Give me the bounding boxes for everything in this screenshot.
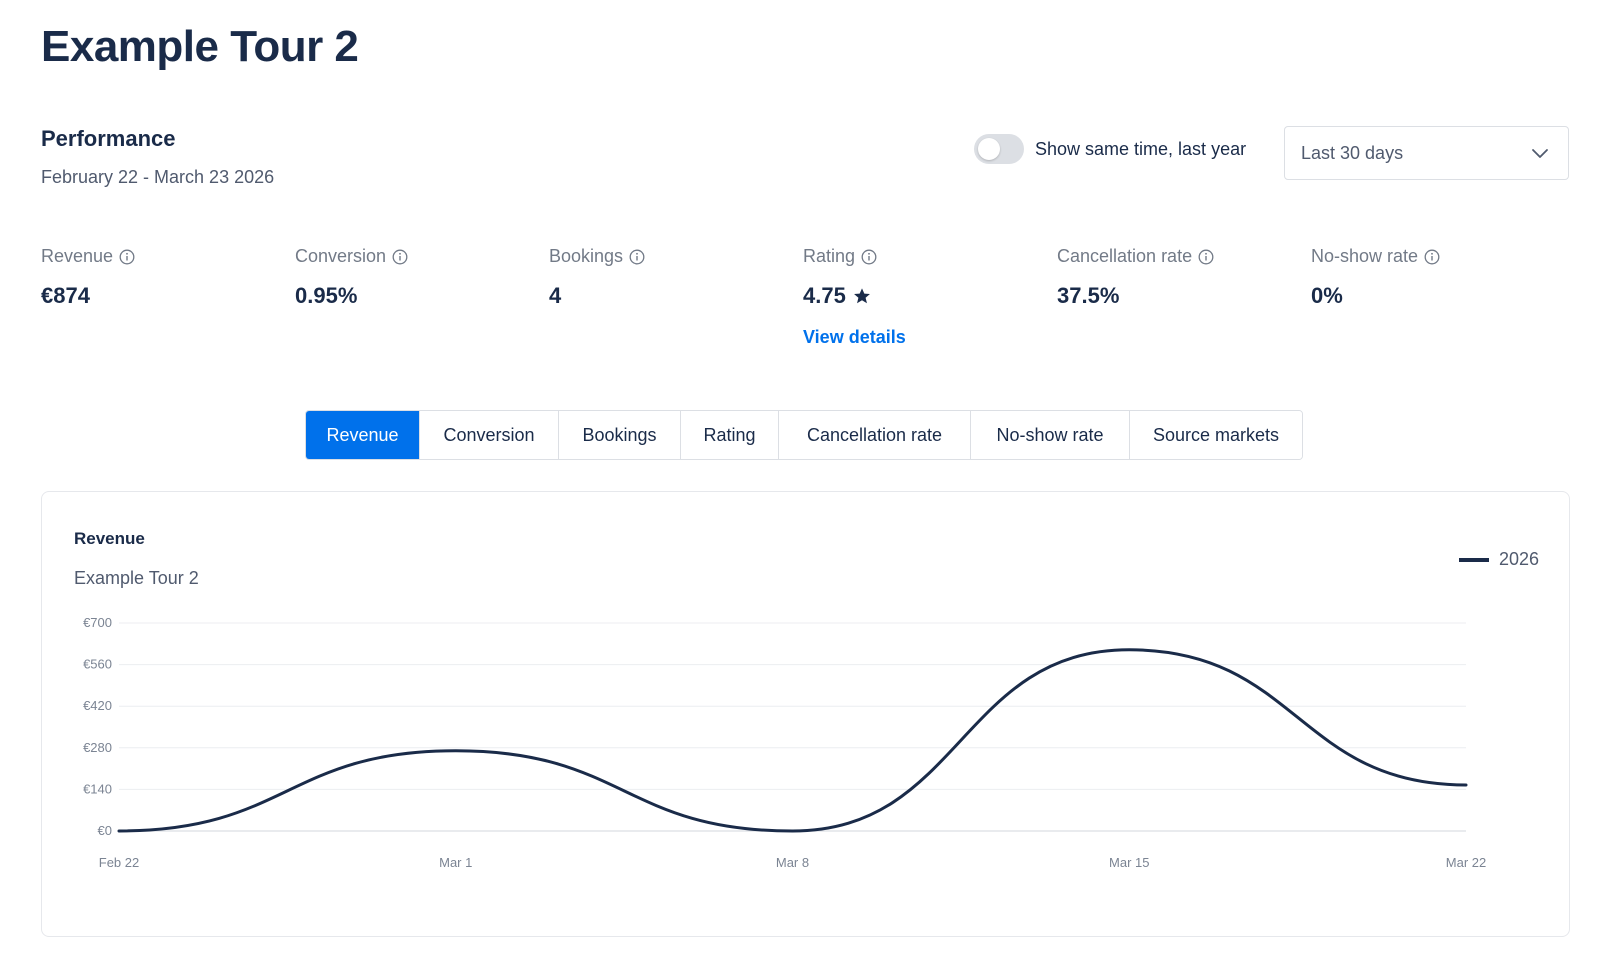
- metric-value: 4.75: [803, 283, 1053, 309]
- star-icon: [853, 288, 870, 304]
- chart-legend: 2026: [1458, 549, 1539, 570]
- metric-value: 4: [549, 283, 799, 309]
- y-tick-label: €560: [83, 657, 112, 672]
- chart-subtitle: Example Tour 2: [74, 568, 199, 588]
- tab-cancellation-rate[interactable]: Cancellation rate: [778, 411, 970, 459]
- info-icon[interactable]: [119, 249, 135, 265]
- compare-last-year-toggle[interactable]: Show same time, last year: [974, 134, 1246, 164]
- metric-value: 0%: [1311, 283, 1561, 309]
- metric-label-wrap: Bookings: [549, 246, 799, 267]
- x-tick-label: Mar 15: [1109, 855, 1149, 870]
- metric-value-text: 0%: [1311, 283, 1343, 308]
- page-title: Example Tour 2: [41, 22, 359, 71]
- y-tick-label: €280: [83, 740, 112, 755]
- tab-source-markets[interactable]: Source markets: [1129, 411, 1302, 459]
- metric-value: 0.95%: [295, 283, 545, 309]
- info-icon[interactable]: [392, 249, 408, 265]
- metric-no-show-rate: No-show rate 0%: [1311, 246, 1561, 309]
- tab-revenue[interactable]: Revenue: [306, 411, 419, 459]
- y-tick-label: €420: [83, 698, 112, 713]
- metric-label-wrap: Cancellation rate: [1057, 246, 1307, 267]
- x-tick-label: Feb 22: [99, 855, 139, 870]
- metric-value-text: 4: [549, 283, 562, 308]
- info-icon[interactable]: [861, 249, 877, 265]
- series-line-2026: [117, 648, 1468, 833]
- compare-last-year-label[interactable]: Show same time, last year: [1035, 138, 1247, 159]
- metric-label: Conversion: [295, 246, 387, 266]
- performance-title: Performance: [41, 126, 176, 151]
- info-icon[interactable]: [629, 249, 645, 265]
- metric-revenue: Revenue €874: [41, 246, 291, 309]
- metric-label: Bookings: [549, 246, 624, 266]
- period-select[interactable]: Last 30 days: [1284, 126, 1569, 180]
- metric-label-wrap: Revenue: [41, 246, 291, 267]
- metric-cancellation-rate: Cancellation rate 37.5%: [1057, 246, 1307, 309]
- metric-label: Rating: [803, 246, 856, 266]
- metric-rating: Rating 4.75 View details: [803, 246, 1053, 348]
- metric-value-text: €874: [41, 283, 90, 308]
- metric-label: No-show rate: [1311, 246, 1419, 266]
- legend-label: 2026: [1498, 549, 1539, 569]
- tab-conversion[interactable]: Conversion: [419, 411, 558, 459]
- metric-label-wrap: Conversion: [295, 246, 545, 267]
- y-tick-label: €140: [83, 781, 112, 796]
- tab-no-show-rate[interactable]: No-show rate: [970, 411, 1129, 459]
- metric-value-text: 4.75: [803, 283, 846, 308]
- x-tick-label: Mar 1: [439, 855, 472, 870]
- metric-value-text: 37.5%: [1057, 283, 1120, 308]
- metric-conversion: Conversion 0.95%: [295, 246, 545, 309]
- metric-label: Revenue: [41, 246, 114, 266]
- metric-value-text: 0.95%: [295, 283, 358, 308]
- view-details-link[interactable]: View details: [803, 327, 906, 347]
- metric-tabs: Revenue Conversion Bookings Rating Cance…: [305, 410, 1303, 460]
- metric-label-wrap: No-show rate: [1311, 246, 1561, 267]
- revenue-chart-card: €0 €140 €280 €420 €560 €700 Feb 22 Mar 1 Mar 8 Ma…: [41, 491, 1570, 937]
- y-tick-label: €700: [83, 615, 112, 630]
- legend-swatch: [1458, 557, 1489, 562]
- info-icon[interactable]: [1198, 249, 1214, 265]
- tab-rating[interactable]: Rating: [680, 411, 778, 459]
- metric-value: 37.5%: [1057, 283, 1307, 309]
- x-tick-label: Mar 8: [776, 855, 809, 870]
- toggle-switch[interactable]: [974, 134, 1024, 164]
- metric-value: €874: [41, 283, 291, 309]
- performance-date-range: February 22 - March 23 2026: [41, 167, 275, 187]
- info-icon[interactable]: [1424, 249, 1440, 265]
- chart-title: Revenue: [74, 529, 145, 548]
- metric-label: Cancellation rate: [1057, 246, 1193, 266]
- period-select-value: Last 30 days: [1301, 142, 1404, 163]
- tab-bookings[interactable]: Bookings: [558, 411, 680, 459]
- x-tick-label: Mar 22: [1446, 855, 1486, 870]
- y-tick-label: €0: [98, 823, 112, 838]
- metric-bookings: Bookings 4: [549, 246, 799, 309]
- chevron-down-icon: [1532, 149, 1548, 158]
- metrics-row: Revenue €874 Conversion 0.95% Bookings 4…: [41, 246, 1571, 356]
- metric-label-wrap: Rating: [803, 246, 1053, 267]
- revenue-line-chart: €0 €140 €280 €420 €560 €700 Feb 22 Mar 1 Mar 8 Ma…: [83, 615, 1486, 870]
- toggle-knob: [978, 138, 1000, 160]
